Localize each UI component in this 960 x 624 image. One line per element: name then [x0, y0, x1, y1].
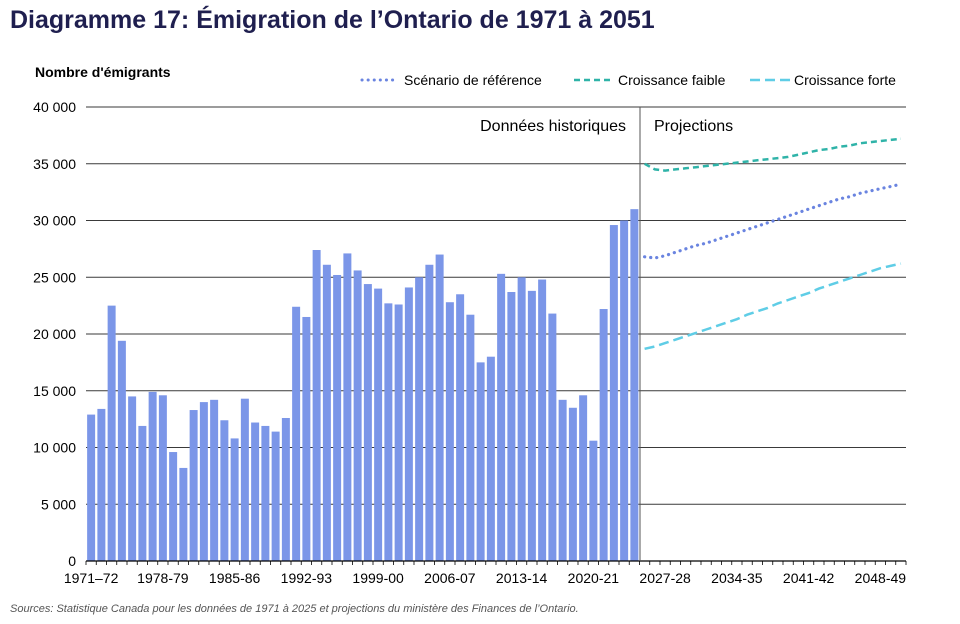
- bar: [97, 408, 106, 561]
- bar: [343, 253, 352, 562]
- bar: [558, 399, 567, 561]
- bar: [312, 250, 321, 561]
- x-tick-label: 2013-14: [496, 570, 548, 586]
- x-tick-label: 1971–72: [64, 570, 119, 586]
- y-tick-label: 35 000: [33, 156, 76, 172]
- historical-bars: [87, 209, 639, 562]
- bar: [538, 279, 547, 561]
- bar: [240, 398, 249, 561]
- legend-item-low: Croissance faible: [574, 72, 725, 88]
- projections-section-label: Projections: [654, 118, 733, 135]
- bar: [609, 225, 618, 562]
- bar: [333, 274, 342, 561]
- bar: [271, 431, 280, 561]
- y-tick-label: 15 000: [33, 383, 76, 399]
- projection-line: [642, 182, 903, 260]
- bar: [384, 303, 393, 561]
- bar: [138, 425, 147, 561]
- bar: [579, 395, 588, 561]
- historical-section-label: Données historiques: [480, 118, 626, 135]
- bar: [466, 314, 475, 561]
- bar: [435, 254, 444, 562]
- bar: [630, 209, 639, 561]
- bar: [599, 309, 608, 561]
- y-tick-label: 30 000: [33, 213, 76, 229]
- bar: [486, 356, 495, 561]
- y-tick-label: 10 000: [33, 440, 76, 456]
- x-tick-label: 1992-93: [281, 570, 333, 586]
- x-tick-label: 1985-86: [209, 570, 261, 586]
- legend-label-high: Croissance forte: [794, 72, 896, 88]
- bar: [517, 277, 526, 561]
- bar: [374, 288, 383, 561]
- x-axis: [85, 560, 907, 565]
- chart-title: Diagramme 17: Émigration de l’Ontario de…: [10, 6, 655, 34]
- y-tick-label: 40 000: [33, 99, 76, 115]
- projection-lines: [642, 137, 903, 351]
- bar: [148, 391, 157, 561]
- legend-item-reference: Scénario de référence: [360, 72, 542, 88]
- projection-line: [644, 262, 902, 351]
- legend-swatch-reference: [360, 78, 400, 82]
- legend-item-high: Croissance forte: [750, 72, 896, 88]
- y-tick-label: 25 000: [33, 269, 76, 285]
- bar: [507, 292, 516, 561]
- bar: [445, 302, 454, 561]
- bar: [281, 417, 290, 561]
- gridlines: [86, 106, 906, 505]
- bar: [456, 294, 465, 561]
- source-note: Sources: Statistique Canada pour les don…: [10, 603, 579, 615]
- y-tick-label: 0: [68, 553, 76, 569]
- bar: [158, 395, 167, 561]
- x-tick-label: 2006-07: [424, 570, 476, 586]
- legend-label-low: Croissance faible: [618, 72, 726, 88]
- bar: [589, 440, 598, 561]
- bar: [302, 316, 311, 561]
- bar: [169, 452, 178, 561]
- x-tick-label: 1999-00: [352, 570, 404, 586]
- bar: [230, 438, 239, 561]
- bar: [548, 313, 557, 561]
- bar: [210, 399, 219, 561]
- projection-line: [644, 137, 902, 172]
- y-tick-label: 20 000: [33, 326, 76, 342]
- bar: [425, 264, 434, 561]
- legend-swatch-low: [574, 78, 614, 82]
- emigration-chart: 0 5 000 10 000 15 000 20 000 25 000 30 000 35 0…: [33, 99, 907, 586]
- bar: [179, 467, 188, 561]
- x-tick-labels: 1971–72 1978-79 1985-86 1992-93 1999-00 2006-…: [64, 570, 906, 586]
- bar: [568, 407, 577, 561]
- bar: [527, 290, 536, 561]
- bar: [363, 284, 372, 561]
- bar: [261, 425, 270, 561]
- legend-label-reference: Scénario de référence: [404, 72, 542, 88]
- bar: [117, 340, 126, 561]
- bar: [394, 304, 403, 561]
- y-axis-label: Nombre d'émigrants: [35, 64, 171, 80]
- x-tick-label: 2041-42: [783, 570, 835, 586]
- x-tick-label: 2027-28: [639, 570, 691, 586]
- bar: [128, 396, 137, 561]
- bar: [353, 270, 362, 561]
- bar: [620, 220, 629, 561]
- x-tick-label: 1978-79: [137, 570, 189, 586]
- bar: [189, 410, 198, 561]
- bar: [476, 362, 485, 561]
- bar: [87, 414, 96, 561]
- bar: [292, 306, 301, 561]
- x-tick-label: 2048-49: [855, 570, 907, 586]
- bar: [497, 273, 506, 561]
- bar: [322, 264, 331, 561]
- bar: [251, 422, 260, 561]
- bar: [415, 277, 424, 561]
- x-tick-label: 2034-35: [711, 570, 763, 586]
- bar: [404, 287, 413, 561]
- y-tick-labels: 0 5 000 10 000 15 000 20 000 25 000 30 000 35 0…: [33, 99, 76, 569]
- bar: [220, 420, 229, 561]
- bar: [107, 305, 116, 561]
- legend-swatch-high: [750, 78, 790, 82]
- y-tick-label: 5 000: [41, 496, 76, 512]
- x-tick-label: 2020-21: [568, 570, 620, 586]
- bar: [199, 402, 208, 561]
